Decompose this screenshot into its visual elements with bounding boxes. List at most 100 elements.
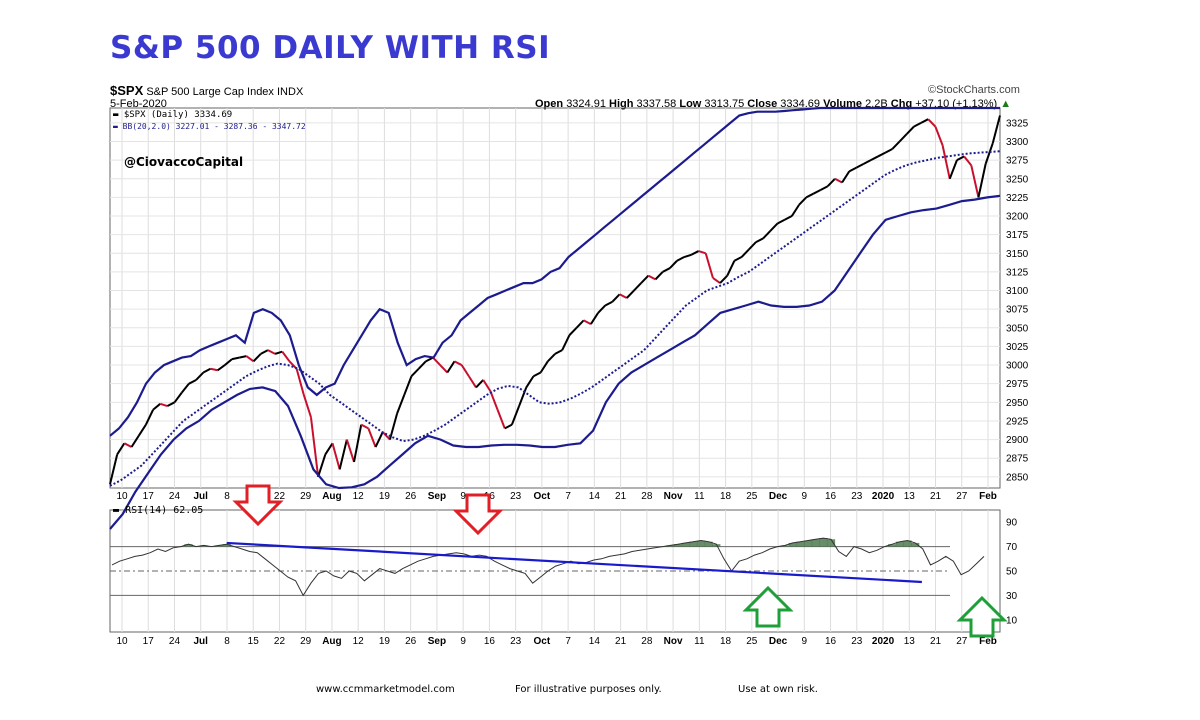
price-segment xyxy=(331,443,341,470)
price-segment xyxy=(446,360,456,374)
price-segment xyxy=(575,319,585,329)
price-segment xyxy=(109,454,119,485)
legend-price-text: $SPX (Daily) 3334.69 xyxy=(123,110,233,120)
price-x-tick-label: 10 xyxy=(116,491,128,502)
price-segment xyxy=(403,375,413,396)
index-name: S&P 500 Large Cap Index xyxy=(146,86,274,98)
price-y-tick-label: 2900 xyxy=(1006,435,1029,446)
price-segment xyxy=(281,351,291,362)
price-segment xyxy=(166,401,176,407)
price-segment xyxy=(748,241,757,251)
rsi-x-tick-label: 17 xyxy=(143,636,155,647)
price-segment xyxy=(152,403,161,411)
price-y-tick-label: 2975 xyxy=(1006,379,1029,390)
price-segment xyxy=(948,159,958,180)
rsi-overbought-fill xyxy=(214,545,224,547)
price-segment xyxy=(504,423,513,430)
low-label: Low xyxy=(679,98,702,110)
price-x-tick-label: 23 xyxy=(510,491,522,502)
rsi-y-tick-label: 30 xyxy=(1006,591,1018,602)
price-segment xyxy=(884,148,893,154)
price-segment xyxy=(130,435,140,448)
rsi-x-tick-label: 15 xyxy=(248,636,260,647)
price-y-tick-label: 3200 xyxy=(1006,212,1029,223)
rsi-overbought-fill xyxy=(780,545,790,547)
stockcharts-source: ©StockCharts.com xyxy=(928,84,1020,96)
price-segment xyxy=(654,271,664,281)
price-segment xyxy=(267,349,276,355)
rsi-x-tick-label: 22 xyxy=(274,636,286,647)
price-y-tick-label: 3025 xyxy=(1006,342,1029,353)
price-segment xyxy=(905,125,915,135)
high-label: High xyxy=(609,98,634,110)
price-segment xyxy=(698,250,707,255)
rsi-y-tick-label: 10 xyxy=(1006,615,1018,626)
price-y-tick-label: 3175 xyxy=(1006,230,1029,241)
price-y-tick-label: 3325 xyxy=(1006,118,1029,129)
rsi-y-tick-label: 90 xyxy=(1006,518,1018,529)
rsi-x-tick-label: 9 xyxy=(802,636,808,647)
price-segment xyxy=(791,204,800,217)
rsi-x-tick-label: Nov xyxy=(664,636,683,647)
rsi-overbought-fill xyxy=(666,545,675,547)
price-segment xyxy=(647,274,656,281)
price-segment xyxy=(525,375,535,388)
rsi-x-tick-label: 10 xyxy=(116,636,128,647)
price-segment xyxy=(633,282,642,292)
price-segment xyxy=(518,387,528,407)
price-segment xyxy=(324,442,334,456)
price-segment xyxy=(855,162,865,169)
price-segment xyxy=(583,319,592,325)
rsi-x-tick-label: Oct xyxy=(534,636,551,647)
price-segment xyxy=(626,289,635,299)
price-segment xyxy=(769,222,779,232)
rsi-overbought-fill xyxy=(826,539,836,547)
rsi-y-tick-label: 50 xyxy=(1006,567,1018,578)
price-x-tick-label: 2020 xyxy=(872,491,895,502)
price-x-tick-label: 13 xyxy=(904,491,916,502)
price-segment xyxy=(217,364,226,372)
price-y-tick-label: 3250 xyxy=(1006,174,1029,185)
rsi-overbought-fill xyxy=(704,541,713,547)
ohlc-readout: Open 3324.91 High 3337.58 Low 3313.75 Cl… xyxy=(535,98,1011,110)
price-segment xyxy=(382,431,391,441)
rsi-x-tick-label: 11 xyxy=(694,636,705,647)
rsi-x-tick-label: 19 xyxy=(379,636,391,647)
price-y-tick-label: 3000 xyxy=(1006,361,1029,372)
rsi-x-tick-label: 16 xyxy=(484,636,496,647)
price-y-tick-label: 2925 xyxy=(1006,416,1029,427)
price-segment xyxy=(619,293,628,299)
price-segment xyxy=(180,383,190,394)
price-segment xyxy=(475,379,484,389)
price-y-tick-label: 3150 xyxy=(1006,249,1029,260)
rsi-x-tick-label: 9 xyxy=(460,636,466,647)
price-x-tick-label: Feb xyxy=(979,491,997,502)
price-segment xyxy=(798,196,807,206)
price-x-tick-label: 22 xyxy=(274,491,286,502)
price-segment xyxy=(195,371,205,381)
price-segment xyxy=(704,253,714,279)
chart-date: 5-Feb-2020 xyxy=(110,98,167,110)
rsi-x-tick-label: 29 xyxy=(300,636,312,647)
price-x-tick-label: 25 xyxy=(746,491,758,502)
legend-rsi-text: RSI(14) 62.05 xyxy=(125,505,204,516)
price-segment xyxy=(927,118,937,128)
price-segment xyxy=(568,327,578,336)
price-segment xyxy=(345,439,355,463)
price-segment xyxy=(173,392,183,403)
legend-bb: ▬ BB(20,2.0) 3227.01 - 3287.36 - 3347.72 xyxy=(113,122,306,131)
footer-note-risk: Use at own risk. xyxy=(738,684,818,695)
low-value: 3313.75 xyxy=(704,98,745,110)
rsi-overbought-fill xyxy=(903,540,912,547)
rsi-x-tick-label: 7 xyxy=(565,636,571,647)
price-x-tick-label: Oct xyxy=(534,491,551,502)
price-x-tick-label: 29 xyxy=(300,491,312,502)
price-segment xyxy=(683,253,692,258)
price-segment xyxy=(712,277,721,284)
up-arrow-icon xyxy=(742,585,794,628)
rsi-x-tick-label: 28 xyxy=(641,636,653,647)
price-x-tick-label: 23 xyxy=(851,491,863,502)
price-x-tick-label: 7 xyxy=(565,491,571,502)
exchange: INDX xyxy=(277,86,304,98)
